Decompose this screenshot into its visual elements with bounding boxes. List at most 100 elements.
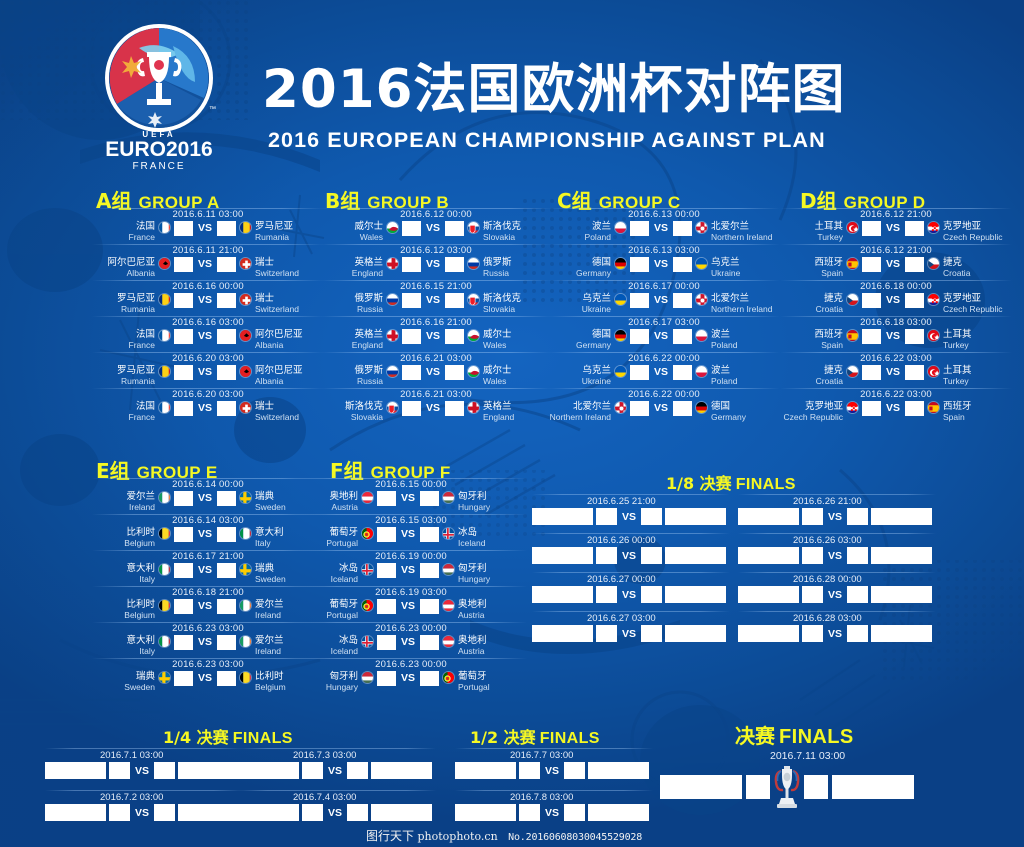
home-team-box[interactable] <box>455 804 516 821</box>
away-score-box[interactable] <box>217 671 237 686</box>
away-score-box[interactable] <box>445 293 465 308</box>
away-score-box[interactable] <box>847 625 869 642</box>
away-score-box[interactable] <box>217 221 237 236</box>
away-score-box[interactable] <box>847 547 869 564</box>
away-score-box[interactable] <box>905 257 925 272</box>
home-score-box[interactable] <box>862 257 881 272</box>
away-score-box[interactable] <box>673 257 693 272</box>
away-score-box[interactable] <box>641 625 663 642</box>
away-score-box[interactable] <box>673 365 693 380</box>
home-score-box[interactable] <box>174 635 193 650</box>
away-score-box[interactable] <box>420 563 440 578</box>
away-score-box[interactable] <box>217 563 237 578</box>
away-score-box[interactable] <box>154 762 176 779</box>
away-score-box[interactable] <box>905 221 925 236</box>
home-score-box[interactable] <box>174 671 193 686</box>
away-score-box[interactable] <box>420 527 440 542</box>
home-score-box[interactable] <box>630 221 649 236</box>
final-home-score-box[interactable] <box>746 775 770 799</box>
away-score-box[interactable] <box>347 762 369 779</box>
away-team-box[interactable] <box>588 762 650 779</box>
home-team-box[interactable] <box>532 625 593 642</box>
away-score-box[interactable] <box>641 547 663 564</box>
away-score-box[interactable] <box>905 329 925 344</box>
home-team-box[interactable] <box>738 586 799 603</box>
home-score-box[interactable] <box>596 508 617 525</box>
away-score-box[interactable] <box>445 257 465 272</box>
away-score-box[interactable] <box>445 221 465 236</box>
home-score-box[interactable] <box>377 491 396 506</box>
home-score-box[interactable] <box>302 762 323 779</box>
home-score-box[interactable] <box>802 625 823 642</box>
home-score-box[interactable] <box>519 804 540 821</box>
home-score-box[interactable] <box>174 365 193 380</box>
away-team-box[interactable] <box>665 586 727 603</box>
away-score-box[interactable] <box>673 329 693 344</box>
home-score-box[interactable] <box>802 508 823 525</box>
away-score-box[interactable] <box>641 586 663 603</box>
away-score-box[interactable] <box>905 401 925 416</box>
away-team-box[interactable] <box>665 508 727 525</box>
away-team-box[interactable] <box>665 547 727 564</box>
home-score-box[interactable] <box>174 221 193 236</box>
away-team-box[interactable] <box>871 508 933 525</box>
home-score-box[interactable] <box>862 329 881 344</box>
away-team-box[interactable] <box>871 625 933 642</box>
home-score-box[interactable] <box>377 599 396 614</box>
home-score-box[interactable] <box>596 547 617 564</box>
home-score-box[interactable] <box>109 804 130 821</box>
home-score-box[interactable] <box>862 221 881 236</box>
away-team-box[interactable] <box>178 762 240 779</box>
home-score-box[interactable] <box>402 257 421 272</box>
home-score-box[interactable] <box>862 293 881 308</box>
home-team-box[interactable] <box>45 804 106 821</box>
away-score-box[interactable] <box>673 401 693 416</box>
away-team-box[interactable] <box>371 804 433 821</box>
away-score-box[interactable] <box>217 491 237 506</box>
home-score-box[interactable] <box>402 365 421 380</box>
away-team-box[interactable] <box>371 762 433 779</box>
home-score-box[interactable] <box>802 547 823 564</box>
home-score-box[interactable] <box>109 762 130 779</box>
away-team-box[interactable] <box>588 804 650 821</box>
home-score-box[interactable] <box>402 221 421 236</box>
home-score-box[interactable] <box>174 329 193 344</box>
away-score-box[interactable] <box>847 508 869 525</box>
away-score-box[interactable] <box>217 365 237 380</box>
away-score-box[interactable] <box>217 635 237 650</box>
home-score-box[interactable] <box>630 329 649 344</box>
home-score-box[interactable] <box>174 257 193 272</box>
away-score-box[interactable] <box>445 329 465 344</box>
final-away-team-box[interactable] <box>832 775 914 799</box>
home-score-box[interactable] <box>402 293 421 308</box>
home-score-box[interactable] <box>802 586 823 603</box>
home-score-box[interactable] <box>174 527 193 542</box>
home-score-box[interactable] <box>174 491 193 506</box>
home-score-box[interactable] <box>174 563 193 578</box>
away-score-box[interactable] <box>217 599 237 614</box>
home-team-box[interactable] <box>738 547 799 564</box>
away-team-box[interactable] <box>665 625 727 642</box>
home-score-box[interactable] <box>174 401 193 416</box>
home-team-box[interactable] <box>532 508 593 525</box>
away-score-box[interactable] <box>217 329 237 344</box>
home-score-box[interactable] <box>377 563 396 578</box>
away-score-box[interactable] <box>905 365 925 380</box>
home-score-box[interactable] <box>174 293 193 308</box>
home-score-box[interactable] <box>630 365 649 380</box>
away-score-box[interactable] <box>347 804 369 821</box>
away-score-box[interactable] <box>905 293 925 308</box>
away-score-box[interactable] <box>445 401 465 416</box>
final-away-score-box[interactable] <box>804 775 828 799</box>
home-score-box[interactable] <box>862 365 881 380</box>
home-score-box[interactable] <box>630 401 649 416</box>
away-score-box[interactable] <box>420 491 440 506</box>
home-score-box[interactable] <box>596 625 617 642</box>
home-team-box[interactable] <box>455 762 516 779</box>
home-team-box[interactable] <box>738 625 799 642</box>
away-score-box[interactable] <box>420 671 440 686</box>
away-score-box[interactable] <box>420 599 440 614</box>
home-score-box[interactable] <box>174 599 193 614</box>
home-team-box[interactable] <box>532 547 593 564</box>
home-score-box[interactable] <box>596 586 617 603</box>
